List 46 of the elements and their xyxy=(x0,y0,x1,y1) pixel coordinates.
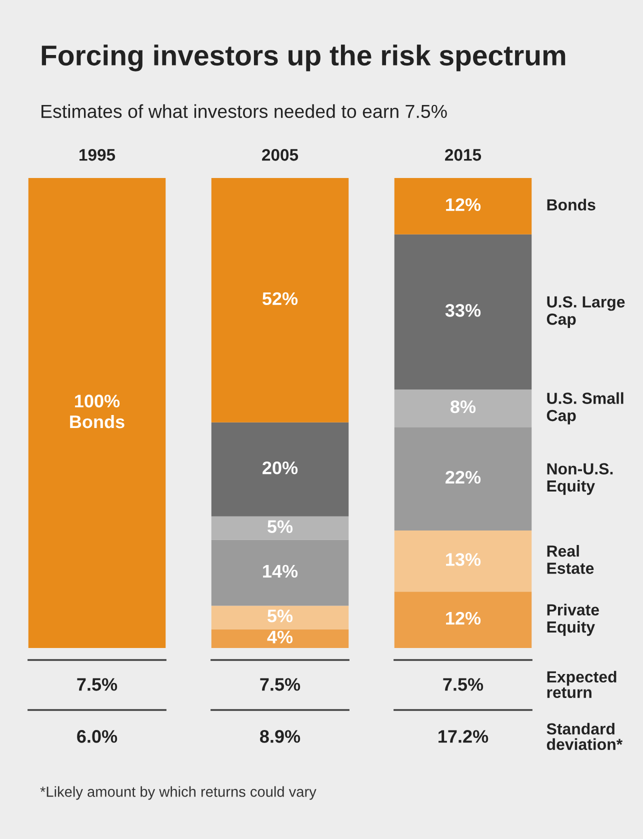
x-tick-label: 2015 xyxy=(445,149,482,161)
data-label: 5% xyxy=(268,610,293,622)
data-label: 52% xyxy=(262,292,298,306)
data-label: 12% xyxy=(446,198,481,212)
bar xyxy=(394,592,532,648)
bar xyxy=(211,606,349,630)
bar xyxy=(394,178,532,234)
series-label: U.S. Small Cap xyxy=(546,392,624,424)
data-label: 12% xyxy=(446,612,481,625)
text: 8.9% xyxy=(260,730,300,743)
text: Standard deviation* xyxy=(546,722,623,750)
x-tick-label: 1995 xyxy=(80,149,116,161)
data-label: 4% xyxy=(267,630,293,644)
bar xyxy=(211,516,349,540)
data-label: 5% xyxy=(268,520,293,533)
bar xyxy=(394,234,532,390)
series-label: Non-U.S. Equity xyxy=(547,463,613,495)
text: *Likely amount by which returns could vary xyxy=(40,786,316,800)
data-label: 33% xyxy=(445,304,481,317)
chart-subtitle: Estimates of what investors needed to earn 7.5% xyxy=(42,104,447,118)
text: 7.5% xyxy=(260,678,300,691)
bar xyxy=(211,178,349,422)
bar xyxy=(211,540,349,606)
text: Expected return xyxy=(547,670,616,698)
data-label: 14% xyxy=(263,564,298,578)
series-label: Real Estate xyxy=(547,545,594,574)
bar xyxy=(211,422,349,516)
bar xyxy=(211,629,349,648)
bar xyxy=(28,178,166,648)
data-label: 22% xyxy=(446,470,481,484)
text: 7.5% xyxy=(443,678,484,691)
bar xyxy=(394,427,532,530)
bar xyxy=(394,390,532,428)
text: 7.5% xyxy=(77,678,118,691)
series-label: Bonds xyxy=(547,198,596,210)
text: 17.2% xyxy=(438,730,488,743)
x-tick-label: 2005 xyxy=(262,149,298,161)
data-label: 100% Bonds xyxy=(70,394,124,428)
series-label: Private Equity xyxy=(547,604,599,636)
data-label: 13% xyxy=(446,553,481,566)
bar xyxy=(394,530,532,592)
text: 6.0% xyxy=(77,730,118,743)
data-label: 8% xyxy=(450,400,476,414)
series-label: U.S. Large Cap xyxy=(546,296,625,328)
data-label: 20% xyxy=(262,461,298,474)
chart-title: Forcing investors up the risk spectrum xyxy=(42,44,566,72)
